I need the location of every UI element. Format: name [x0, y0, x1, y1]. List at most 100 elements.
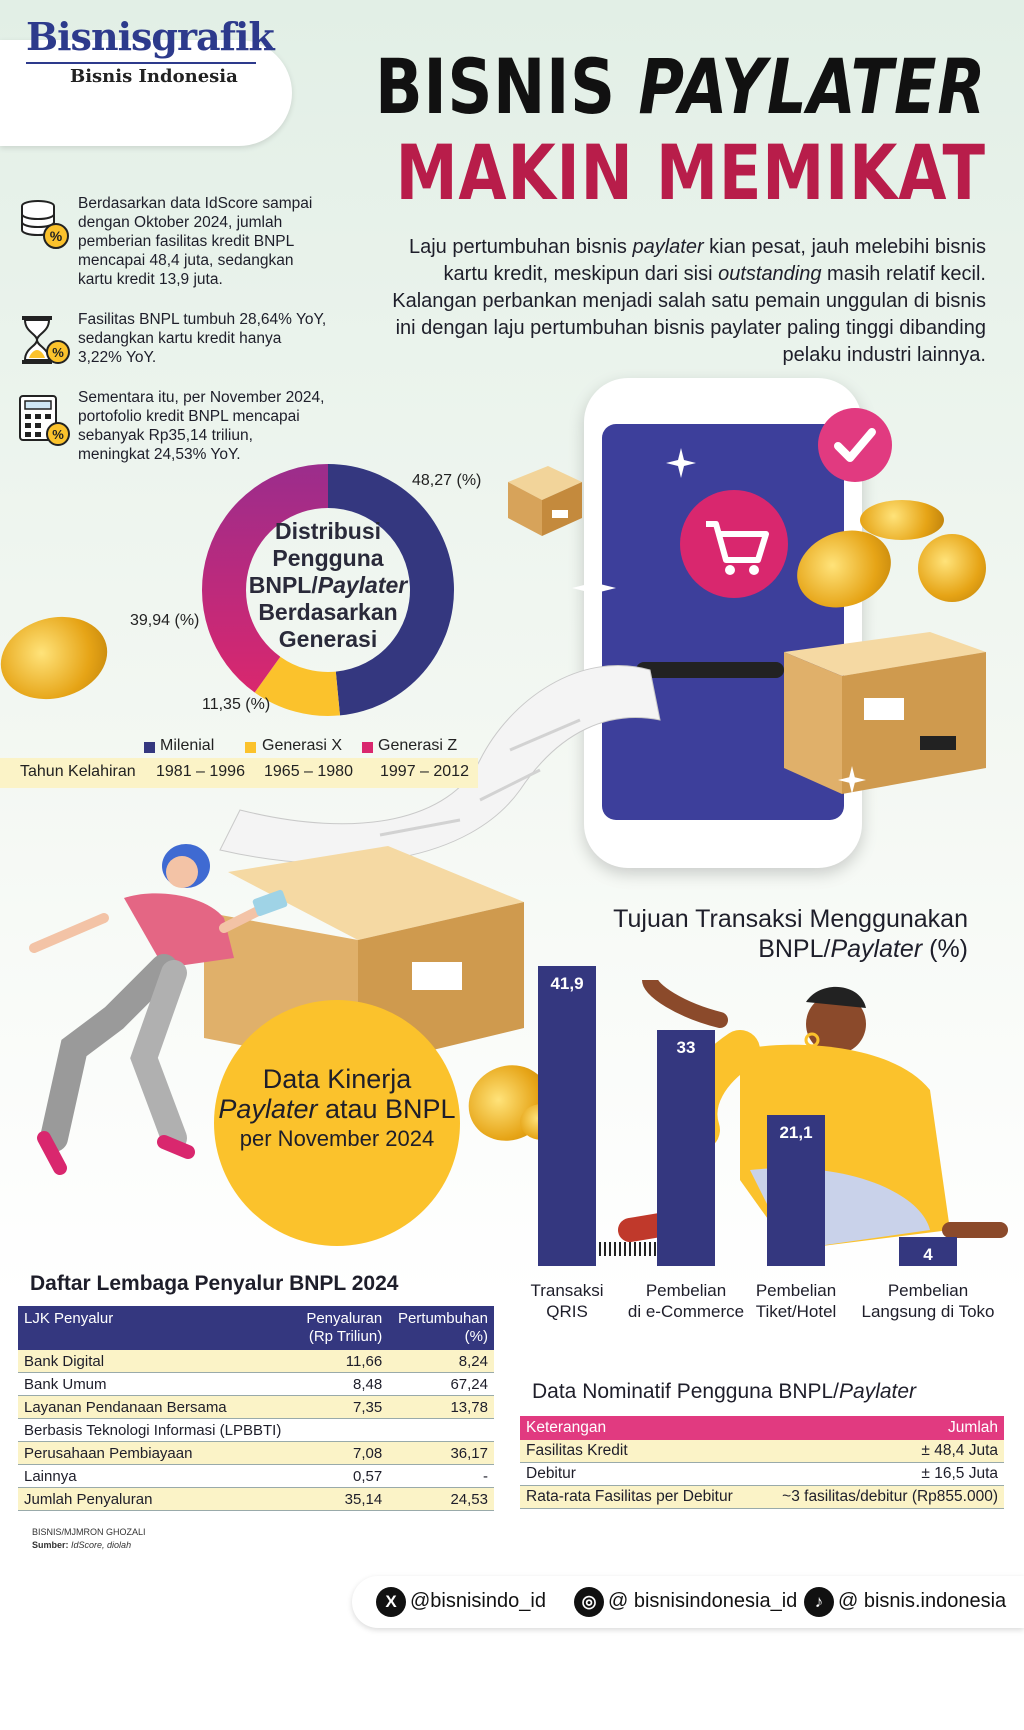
table-row: Jumlah Penyaluran 35,14 24,53 — [18, 1487, 494, 1511]
table-penyalur: LJK Penyalur Penyaluran (Rp Triliun) Pert… — [18, 1306, 494, 1511]
donut-label-milenial: 48,27 (%) — [412, 472, 482, 489]
fact-text-1: Berdasarkan data IdScore sampai dengan O… — [78, 195, 313, 288]
intro-paragraph: Laju pertumbuhan bisnis paylater kian pe… — [392, 236, 986, 366]
table-header-row: LJK Penyalur Penyaluran (Rp Triliun) Pert… — [18, 1306, 494, 1350]
svg-text:%: % — [52, 345, 64, 360]
bar-value-label: 33 — [676, 1037, 696, 1057]
bar-3 — [767, 1114, 825, 1266]
woman-with-phone-illustration — [29, 844, 288, 1175]
header-keterangan: Keterangan — [520, 1416, 758, 1440]
legend-swatch-generasi-x — [245, 742, 256, 753]
bar-chart-title: Tujuan Transaksi Menggunakan BNPL/Paylat… — [613, 905, 968, 963]
cell-ljk: Jumlah Penyaluran — [18, 1487, 298, 1511]
phone-slot — [636, 662, 784, 678]
social-handle-instagram[interactable]: @ bisnisindonesia_id — [608, 1590, 798, 1612]
cell-pertumbuhan: - — [388, 1464, 494, 1488]
donut-slice-generasi-z — [201, 464, 328, 693]
coin-illustration — [0, 605, 117, 711]
donut-title: Distribusi Pengguna BNPL/Paylater Berdas… — [248, 518, 408, 652]
birth-year-generasi-x: 1965 – 1980 — [264, 763, 353, 780]
package-box-large — [784, 632, 986, 794]
table-row: Bank Umum 8,48 67,24 — [18, 1372, 494, 1396]
table-row: Rata-rata Fasilitas per Debitur ~3 fasili… — [520, 1485, 1004, 1509]
cell-penyaluran: 11,66 — [297, 1350, 389, 1373]
cell-penyaluran: 8,48 — [297, 1372, 389, 1396]
donut-slice-milenial — [328, 464, 455, 716]
cell-ljk: Lainnya — [18, 1464, 298, 1488]
social-media-bar — [352, 1576, 1024, 1628]
svg-text:%: % — [52, 427, 64, 442]
logo-bisnisgrafik: Bisnisgrafik — [26, 14, 275, 59]
table-row: Berbasis Teknologi Informasi (LPBBTI) — [18, 1418, 494, 1442]
cell-jumlah: ± 48,4 Juta — [757, 1440, 1004, 1463]
package-box-small — [508, 466, 582, 536]
bar-category-label: Pembelian Langsung di Toko — [861, 1281, 995, 1321]
cell-ljk: Bank Umum — [18, 1372, 298, 1396]
cell-pertumbuhan: 8,24 — [388, 1350, 494, 1373]
social-handle-tiktok[interactable]: @ bisnis.indonesia — [838, 1590, 1007, 1612]
cell-jumlah: ~3 fasilitas/debitur (Rp855.000) — [757, 1485, 1004, 1509]
cell-penyaluran: 0,57 — [297, 1464, 389, 1488]
legend-swatch-milenial — [144, 742, 155, 753]
calculator-percent-icon: % — [19, 395, 70, 446]
tiktok-icon[interactable]: ♪ — [804, 1587, 834, 1617]
kinerja-badge — [214, 1000, 460, 1246]
bar-value-label: 4 — [923, 1245, 933, 1265]
cell-penyaluran: 7,35 — [297, 1395, 389, 1419]
cell-ljk: Berbasis Teknologi Informasi (LPBBTI) — [18, 1418, 298, 1442]
coins-percent-icon: % — [21, 200, 69, 249]
cell-keterangan: Debitur — [520, 1462, 758, 1486]
svg-text:%: % — [50, 228, 63, 244]
page-title-line2: MAKIN MEMIKAT — [395, 128, 986, 217]
sparkle-icon — [572, 566, 616, 610]
bar-category-label: Transaksi QRIS — [530, 1281, 604, 1321]
page-title-line1: BISNIS PAYLATER — [374, 42, 986, 131]
table-row: Layanan Pendanaan Bersama 7,35 13,78 — [18, 1395, 494, 1419]
table-nominatif-title: Data Nominatif Pengguna BNPL/Paylater — [532, 1380, 917, 1403]
table-row: Perusahaan Pembiayaan 7,08 36,17 — [18, 1441, 494, 1465]
bar-4 — [899, 1237, 957, 1266]
generation-donut-chart — [201, 464, 455, 716]
table-row: Fasilitas Kredit ± 48,4 Juta — [520, 1440, 1004, 1463]
header-jumlah: Jumlah — [757, 1416, 1004, 1440]
bar-category-label: Pembelian Tiket/Hotel — [755, 1281, 837, 1321]
cell-pertumbuhan: 13,78 — [388, 1395, 494, 1419]
birth-year-generasi-z: 1997 – 2012 — [380, 763, 469, 780]
sparkle-icon — [666, 448, 696, 478]
cell-jumlah: ± 16,5 Juta — [757, 1462, 1004, 1486]
cell-ljk: Bank Digital — [18, 1350, 298, 1373]
cell-pertumbuhan: 36,17 — [388, 1441, 494, 1465]
check-icon — [818, 408, 892, 482]
fact-text-3: Sementara itu, per November 2024, portof… — [78, 389, 325, 463]
source-credit: BISNIS/MJMRON GHOZALI Sumber: IdScore, d… — [32, 1527, 146, 1550]
donut-label-generasi-z: 39,94 (%) — [130, 612, 200, 629]
cell-ljk: Perusahaan Pembiayaan — [18, 1441, 298, 1465]
legend-name-generasi-z: Generasi Z — [378, 737, 458, 754]
legend-name-milenial: Milenial — [160, 737, 215, 754]
sparkle-icon — [838, 766, 866, 794]
bar-1 — [538, 966, 596, 1266]
instagram-icon[interactable]: ◎ — [574, 1587, 604, 1617]
table-row: Bank Digital 11,66 8,24 — [18, 1350, 494, 1373]
bar-2 — [657, 1029, 715, 1266]
coin-illustration — [860, 500, 944, 540]
kinerja-heading: Data Kinerja Paylater atau BNPL per Nove… — [218, 1064, 456, 1151]
logo-panel — [0, 40, 292, 146]
x-icon[interactable]: X — [376, 1587, 406, 1617]
donut-slice-generasi-x — [254, 656, 340, 716]
table-header-row: Keterangan Jumlah — [520, 1416, 1004, 1440]
table-penyalur-title: Daftar Lembaga Penyalur BNPL 2024 — [30, 1272, 399, 1295]
cell-keterangan: Rata-rata Fasilitas per Debitur — [520, 1485, 758, 1509]
logo-bisnis-indonesia: Bisnis Indonesia — [70, 66, 238, 87]
cell-penyaluran: 7,08 — [297, 1441, 389, 1465]
bar-category-label: Pembelian di e-Commerce — [627, 1281, 745, 1321]
table-nominatif: Keterangan Jumlah Fasilitas Kredit ± 48,4… — [520, 1416, 1004, 1509]
header-pertumbuhan: Pertumbuhan (%) — [388, 1306, 494, 1350]
coin-illustration — [918, 534, 986, 602]
fact-text-2: Fasilitas BNPL tumbuh 28,64% YoY, sedang… — [78, 311, 327, 366]
bar-value-label: 21,1 — [779, 1122, 813, 1142]
header-penyaluran: Penyaluran (Rp Triliun) — [297, 1306, 389, 1350]
legend-swatch-generasi-z — [362, 742, 373, 753]
social-handle-x[interactable]: @bisnisindo_id — [410, 1590, 546, 1612]
donut-label-generasi-x: 11,35 (%) — [202, 696, 271, 713]
